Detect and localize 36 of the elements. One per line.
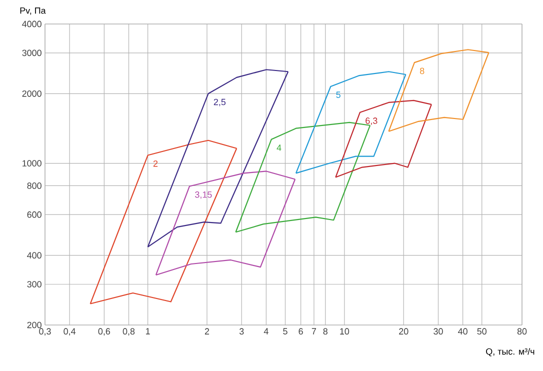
- y-tick-label: 2000: [22, 90, 42, 97]
- y-tick-label: 1000: [22, 160, 42, 166]
- x-tick-label: 0,6: [98, 328, 110, 336]
- x-tick-label: 30: [434, 328, 443, 335]
- x-tick-label: 0,8: [122, 328, 135, 336]
- x-tick-label: 40: [458, 328, 468, 335]
- y-tick-label: 3000: [22, 50, 42, 56]
- x-tick-label: 10: [340, 328, 350, 335]
- series-label: 2,5: [214, 98, 226, 106]
- x-tick-label: 50: [477, 328, 487, 335]
- y-tick-label: 400: [27, 252, 42, 259]
- x-tick-label: 5: [283, 328, 288, 334]
- x-tick-label: 6: [298, 328, 303, 335]
- x-tick-label: 0,3: [39, 328, 51, 336]
- x-tick-label: 20: [399, 328, 408, 335]
- x-tick-label: 3: [239, 328, 244, 335]
- y-axis-title: Pv, Па: [20, 8, 46, 15]
- y-tick-label: 200: [27, 322, 42, 328]
- x-tick-label: 8: [323, 328, 328, 335]
- x-tick-label: 80: [517, 328, 527, 335]
- y-tick-label: 300: [27, 281, 42, 288]
- y-tick-label: 800: [27, 182, 42, 189]
- series-label: 4: [276, 144, 282, 151]
- x-tick-label: 0,4: [64, 328, 76, 336]
- series-label: 2: [153, 160, 158, 167]
- x-tick-label: 1: [146, 328, 150, 334]
- x-axis-title: Q, тыс. м³/ч: [486, 348, 534, 356]
- x-tick-label: 7: [312, 328, 316, 334]
- series-label: 6,3: [366, 118, 378, 125]
- y-tick-label: 4000: [22, 20, 42, 28]
- series-label: 8: [420, 68, 424, 74]
- series-label: 5: [336, 92, 340, 98]
- x-tick-label: 2: [204, 328, 210, 334]
- series-label: 3,15: [195, 191, 212, 199]
- y-tick-label: 600: [27, 211, 42, 218]
- x-tick-label: 4: [264, 328, 268, 334]
